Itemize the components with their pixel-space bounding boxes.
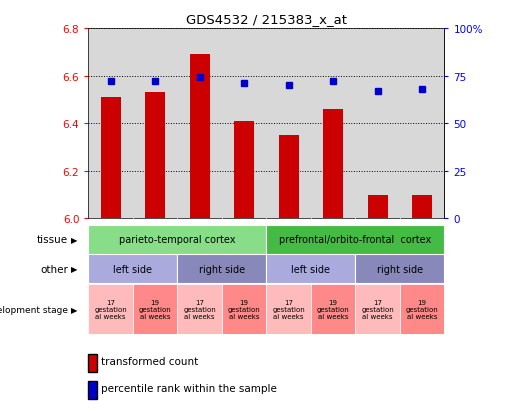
Bar (88, 285, 133, 335)
Bar (267, 285, 311, 335)
Text: tissue: tissue (37, 235, 68, 244)
Title: GDS4532 / 215383_x_at: GDS4532 / 215383_x_at (186, 13, 347, 26)
Text: 17
gestation
al weeks: 17 gestation al weeks (183, 299, 216, 320)
Text: transformed count: transformed count (101, 357, 198, 367)
Text: GSM543633: GSM543633 (106, 222, 115, 271)
Bar (311, 285, 356, 335)
Bar (100, 98, 121, 219)
Text: other: other (40, 264, 68, 274)
Text: 19
gestation
al weeks: 19 gestation al weeks (406, 299, 438, 320)
Text: right side: right side (199, 264, 245, 274)
Bar (234, 121, 254, 219)
Text: GSM543637: GSM543637 (284, 222, 293, 271)
Text: 17
gestation
al weeks: 17 gestation al weeks (361, 299, 394, 320)
Bar (189, 55, 210, 219)
Text: GSM543630: GSM543630 (240, 222, 248, 271)
Bar (145, 93, 165, 219)
Text: 17
gestation
al weeks: 17 gestation al weeks (272, 299, 305, 320)
Bar (368, 195, 388, 219)
Text: GSM543635: GSM543635 (373, 222, 382, 271)
Text: GSM543634: GSM543634 (418, 222, 427, 271)
Text: right side: right side (377, 264, 423, 274)
Text: left side: left side (291, 264, 330, 274)
Bar (279, 136, 298, 219)
Text: ▶: ▶ (71, 305, 77, 314)
Text: 19
gestation
al weeks: 19 gestation al weeks (228, 299, 261, 320)
Text: ▶: ▶ (71, 265, 77, 274)
Bar (133, 285, 177, 335)
Text: 19
gestation
al weeks: 19 gestation al weeks (317, 299, 349, 320)
Bar (177, 255, 267, 284)
Text: 17
gestation
al weeks: 17 gestation al weeks (94, 299, 127, 320)
Bar (267, 255, 356, 284)
Bar (412, 195, 432, 219)
Bar (267, 225, 444, 254)
Bar (222, 285, 267, 335)
Bar (88, 225, 267, 254)
Bar (356, 255, 444, 284)
Text: ▶: ▶ (71, 235, 77, 244)
Text: GSM543632: GSM543632 (150, 222, 160, 271)
Bar (177, 285, 222, 335)
Text: percentile rank within the sample: percentile rank within the sample (101, 383, 277, 393)
Text: development stage: development stage (0, 305, 68, 314)
Text: GSM543631: GSM543631 (195, 222, 204, 271)
Text: left side: left side (114, 264, 153, 274)
Text: parieto-temporal cortex: parieto-temporal cortex (119, 235, 236, 244)
Text: prefrontal/orbito-frontal  cortex: prefrontal/orbito-frontal cortex (279, 235, 431, 244)
Bar (400, 285, 444, 335)
Bar (88, 255, 177, 284)
Text: 19
gestation
al weeks: 19 gestation al weeks (139, 299, 172, 320)
Bar (323, 109, 343, 219)
Bar (356, 285, 400, 335)
Text: GSM543636: GSM543636 (329, 222, 338, 271)
